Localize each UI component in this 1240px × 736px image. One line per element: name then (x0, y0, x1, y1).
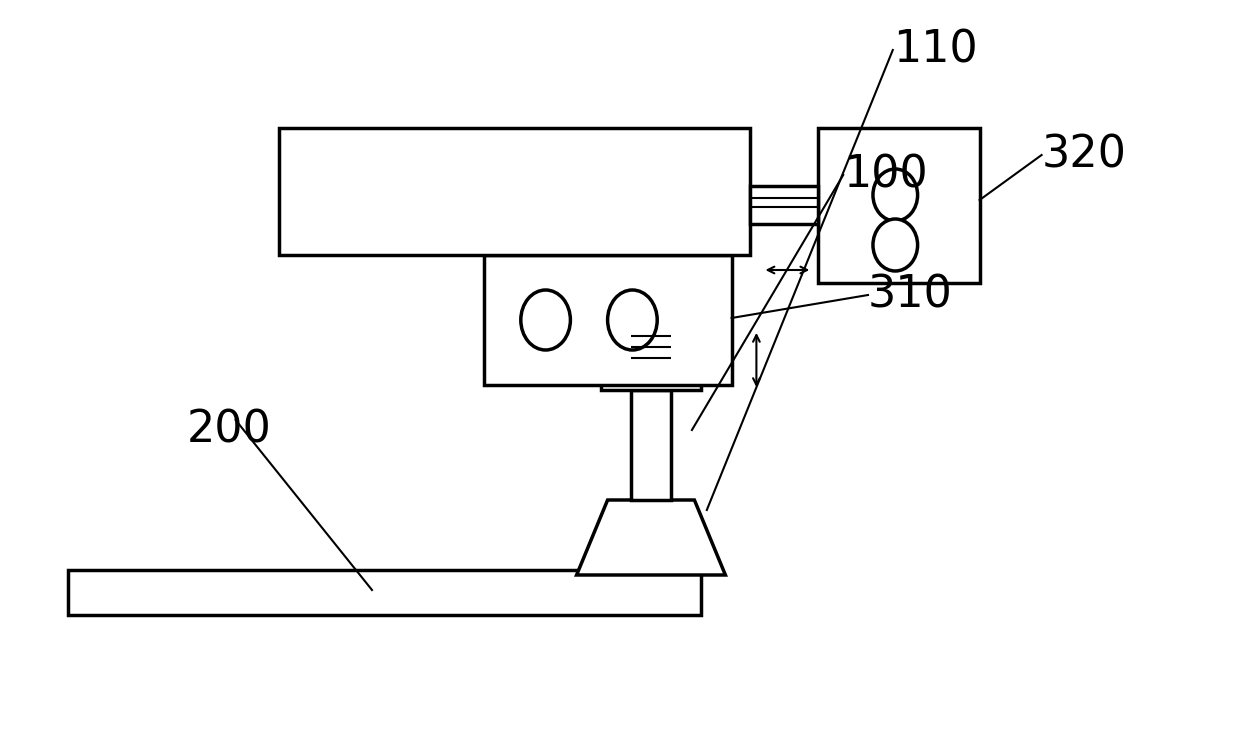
Bar (818, 128, 980, 283)
Polygon shape (577, 500, 725, 575)
Bar (68, 570, 701, 615)
Bar (750, 186, 818, 224)
Text: 110: 110 (893, 29, 977, 71)
Text: 100: 100 (843, 154, 928, 197)
Bar (601, 368, 701, 390)
Ellipse shape (873, 219, 918, 271)
Text: 320: 320 (1042, 133, 1127, 177)
Ellipse shape (873, 169, 918, 221)
Text: 200: 200 (187, 408, 272, 451)
Ellipse shape (608, 290, 657, 350)
Bar (279, 128, 750, 255)
Ellipse shape (521, 290, 570, 350)
Bar (484, 255, 732, 385)
Bar (631, 390, 671, 500)
Text: 310: 310 (868, 274, 952, 316)
